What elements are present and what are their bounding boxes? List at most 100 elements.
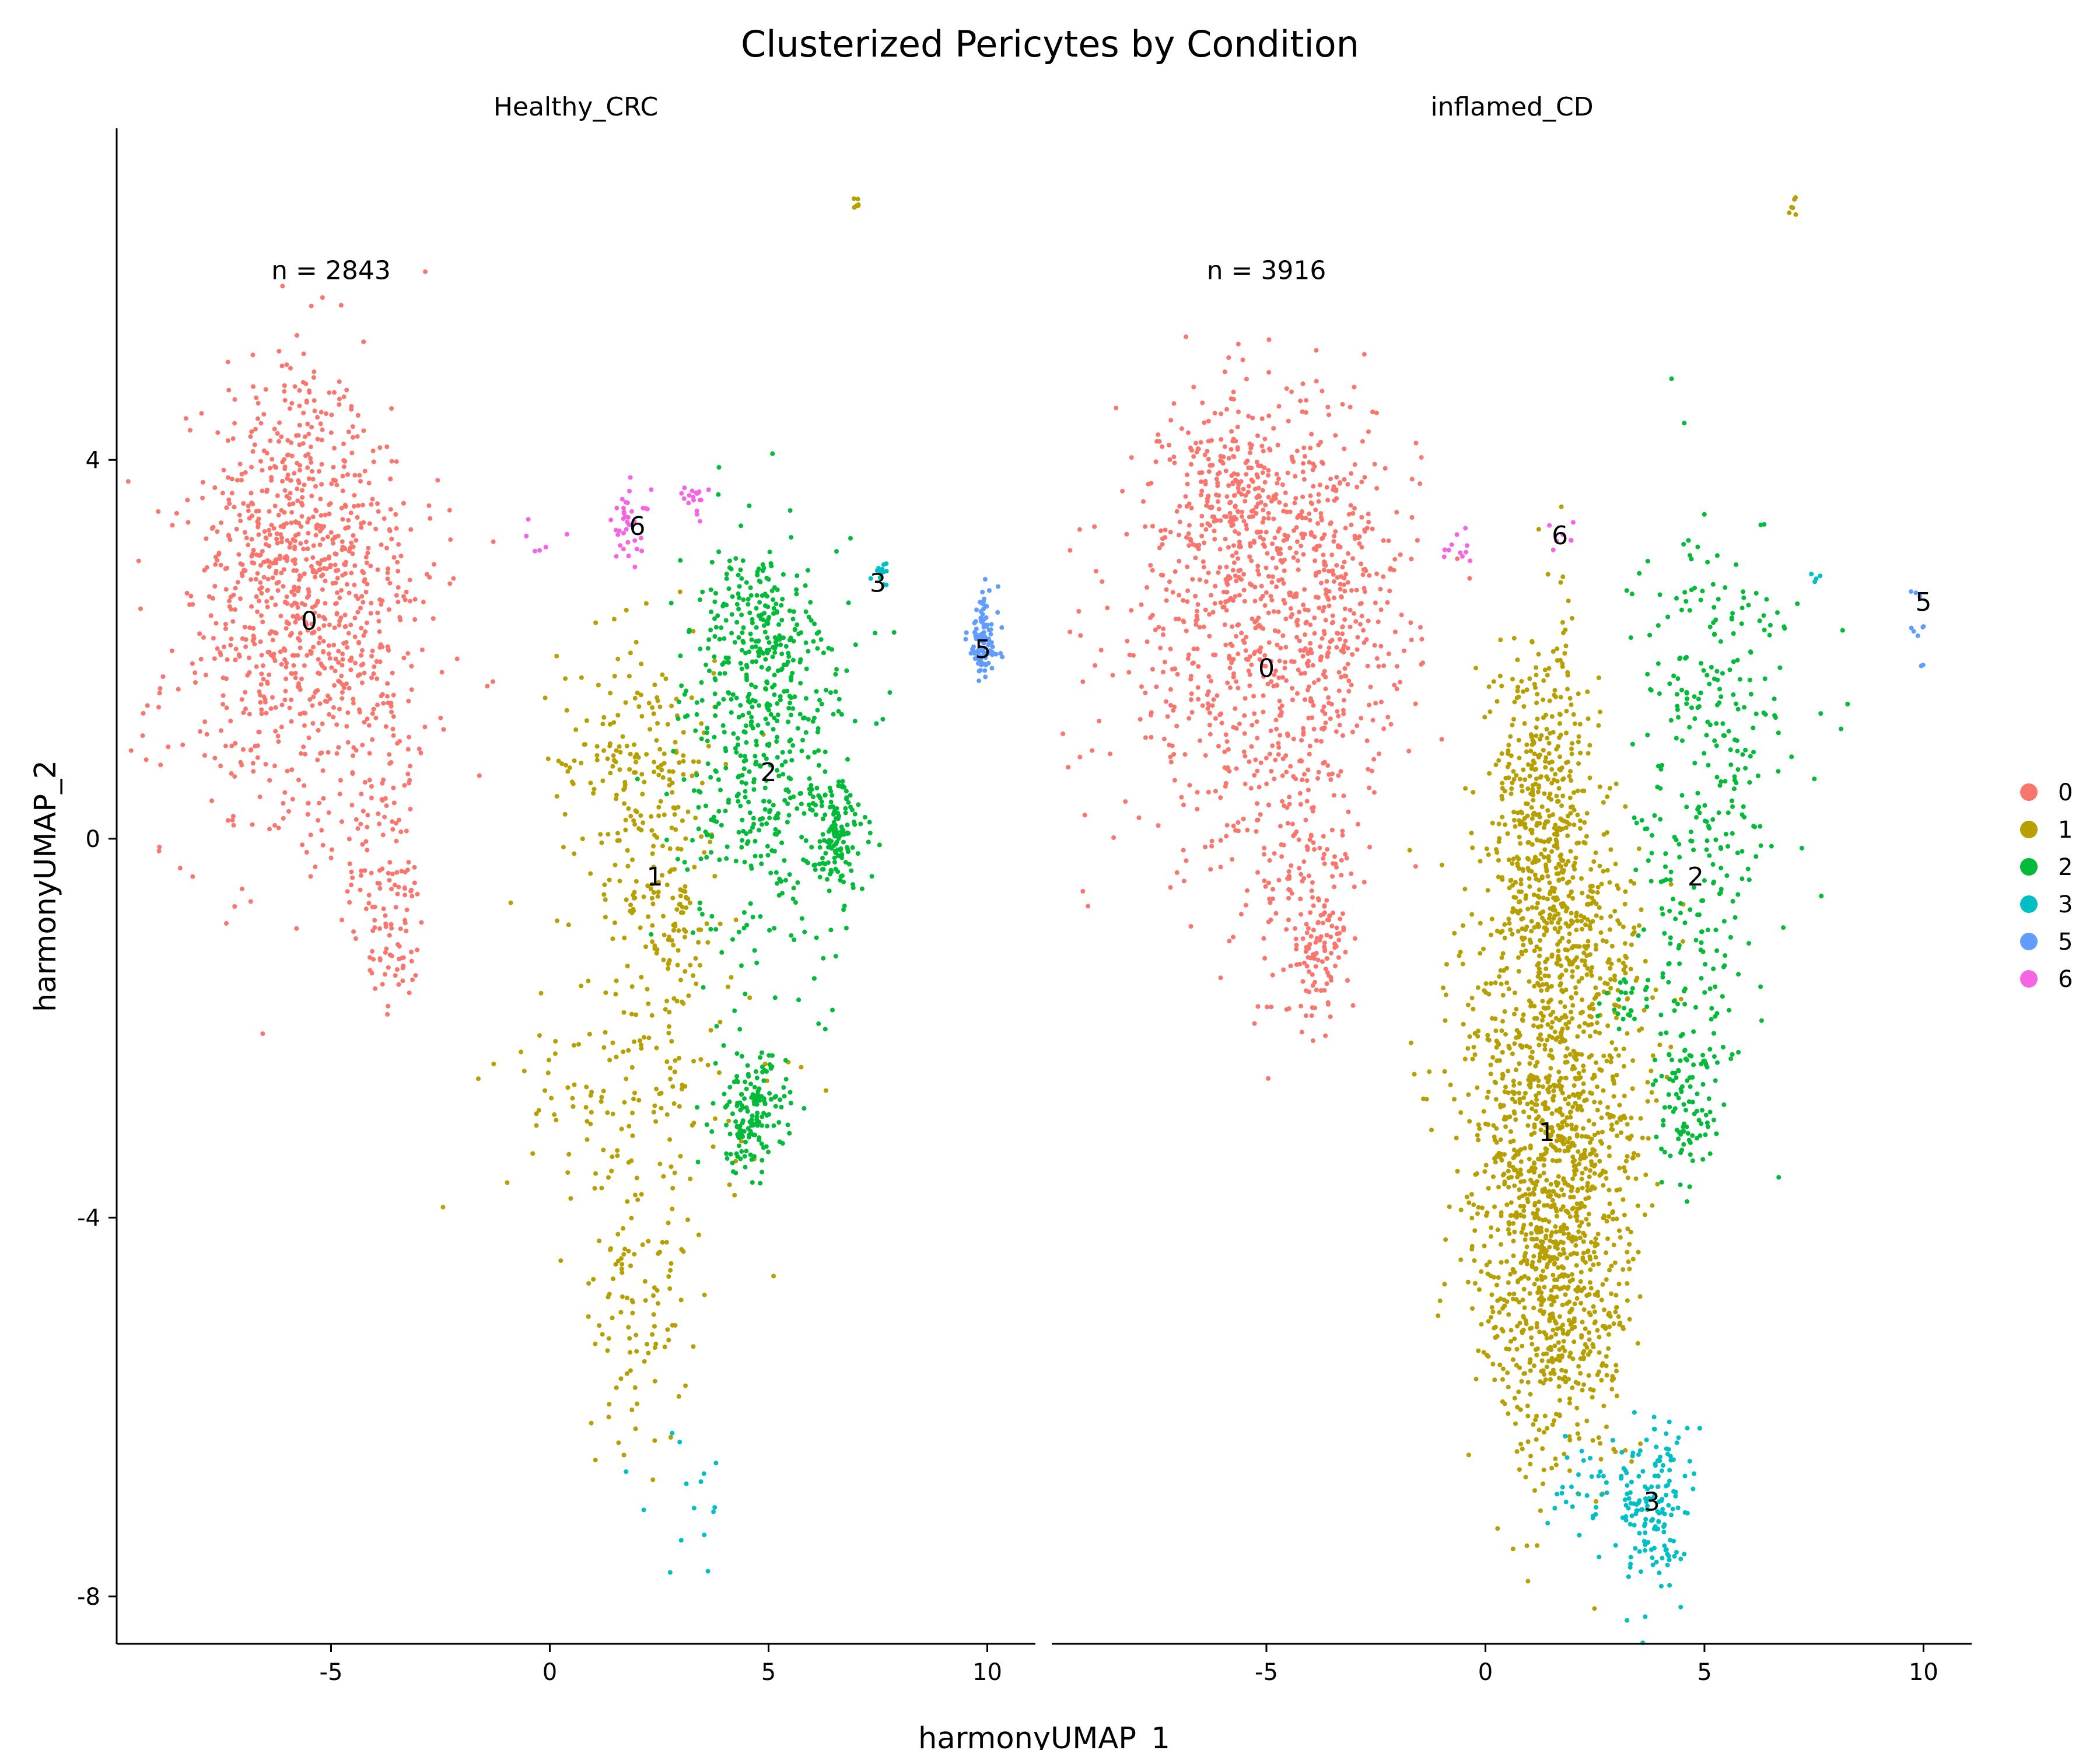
point-cluster-1 xyxy=(508,900,513,905)
point-cluster-0 xyxy=(1322,605,1326,610)
point-cluster-1 xyxy=(673,740,678,745)
point-cluster-1 xyxy=(718,921,723,926)
point-cluster-0 xyxy=(1320,636,1325,641)
point-cluster-0 xyxy=(223,587,229,592)
point-cluster-0 xyxy=(1352,462,1357,467)
point-cluster-0 xyxy=(1306,873,1311,878)
point-cluster-0 xyxy=(398,926,403,932)
point-cluster-2 xyxy=(727,1084,733,1090)
point-cluster-0 xyxy=(332,446,337,451)
point-cluster-0 xyxy=(391,714,396,719)
point-cluster-1 xyxy=(689,695,694,701)
point-cluster-1 xyxy=(1412,1072,1417,1077)
point-cluster-0 xyxy=(1325,595,1330,600)
point-cluster-0 xyxy=(1303,1013,1308,1019)
point-cluster-1 xyxy=(1472,1052,1478,1057)
point-cluster-0 xyxy=(1334,475,1339,480)
point-cluster-1 xyxy=(1518,881,1524,887)
point-cluster-1 xyxy=(670,1322,675,1328)
point-cluster-0 xyxy=(318,421,323,426)
point-cluster-0 xyxy=(1370,526,1375,531)
point-cluster-2 xyxy=(782,798,788,803)
point-cluster-0 xyxy=(1372,461,1377,467)
point-cluster-1 xyxy=(1540,1084,1545,1089)
point-cluster-1 xyxy=(1529,869,1534,874)
point-cluster-1 xyxy=(1543,759,1548,764)
point-cluster-0 xyxy=(1381,726,1387,732)
point-cluster-2 xyxy=(760,816,765,821)
point-cluster-1 xyxy=(542,695,548,701)
point-cluster-0 xyxy=(430,616,436,621)
point-cluster-1 xyxy=(675,963,680,968)
point-cluster-0 xyxy=(1332,942,1338,946)
point-cluster-1 xyxy=(612,862,618,867)
point-cluster-0 xyxy=(1336,688,1342,694)
point-cluster-1 xyxy=(1568,1115,1573,1120)
point-cluster-1 xyxy=(1632,1151,1636,1156)
point-cluster-0 xyxy=(1349,522,1354,527)
point-cluster-0 xyxy=(380,598,385,603)
point-cluster-0 xyxy=(346,517,351,523)
point-cluster-0 xyxy=(1078,633,1083,638)
point-cluster-0 xyxy=(353,660,358,666)
point-cluster-1 xyxy=(702,850,707,855)
point-cluster-0 xyxy=(289,401,295,406)
cluster-label-1: 1 xyxy=(647,862,663,892)
point-cluster-0 xyxy=(250,761,256,766)
point-cluster-5 xyxy=(989,666,995,671)
point-cluster-5 xyxy=(981,606,986,611)
point-cluster-0 xyxy=(1339,594,1344,600)
point-cluster-1 xyxy=(1574,928,1579,933)
point-cluster-0 xyxy=(1268,728,1273,733)
point-cluster-1 xyxy=(1533,812,1538,817)
point-cluster-0 xyxy=(340,696,345,701)
point-cluster-1 xyxy=(1538,1032,1543,1037)
point-cluster-0 xyxy=(324,699,330,704)
point-cluster-0 xyxy=(271,526,276,531)
point-cluster-0 xyxy=(1124,531,1129,537)
point-cluster-0 xyxy=(1228,499,1233,505)
point-cluster-0 xyxy=(278,614,284,619)
point-cluster-2 xyxy=(701,985,706,990)
point-cluster-2 xyxy=(739,1054,744,1059)
point-cluster-1 xyxy=(573,727,579,732)
point-cluster-0 xyxy=(1300,536,1306,541)
point-cluster-2 xyxy=(765,705,770,710)
point-cluster-0 xyxy=(1367,573,1372,578)
point-cluster-2 xyxy=(832,834,838,839)
point-cluster-0 xyxy=(1312,847,1317,852)
point-cluster-0 xyxy=(385,576,390,582)
point-cluster-0 xyxy=(393,512,398,517)
point-cluster-0 xyxy=(1318,988,1324,993)
point-cluster-0 xyxy=(1271,426,1276,431)
point-cluster-1 xyxy=(1506,751,1511,757)
point-cluster-1 xyxy=(1558,981,1563,986)
point-cluster-0 xyxy=(1350,511,1356,516)
point-cluster-0 xyxy=(309,303,314,309)
point-cluster-0 xyxy=(1191,660,1196,666)
point-cluster-1 xyxy=(668,1261,674,1266)
point-cluster-1 xyxy=(662,761,667,766)
point-cluster-0 xyxy=(1331,861,1335,866)
point-cluster-1 xyxy=(652,760,657,765)
point-cluster-0 xyxy=(366,545,371,551)
point-cluster-1 xyxy=(652,1324,657,1329)
point-cluster-0 xyxy=(289,767,295,772)
point-cluster-1 xyxy=(1527,774,1532,779)
point-cluster-2 xyxy=(821,956,826,961)
point-cluster-1 xyxy=(580,836,585,841)
point-cluster-0 xyxy=(1302,671,1307,676)
point-cluster-1 xyxy=(1544,755,1549,760)
point-cluster-0 xyxy=(1242,499,1248,504)
point-cluster-0 xyxy=(1248,541,1253,546)
point-cluster-1 xyxy=(1625,1154,1630,1159)
point-cluster-0 xyxy=(300,495,305,500)
point-cluster-1 xyxy=(1542,821,1548,827)
point-cluster-2 xyxy=(730,594,735,599)
point-cluster-2 xyxy=(635,776,640,782)
point-cluster-2 xyxy=(746,597,751,602)
point-cluster-0 xyxy=(1167,443,1172,447)
point-cluster-2 xyxy=(830,804,835,809)
point-cluster-0 xyxy=(308,874,313,879)
point-cluster-0 xyxy=(257,729,262,734)
